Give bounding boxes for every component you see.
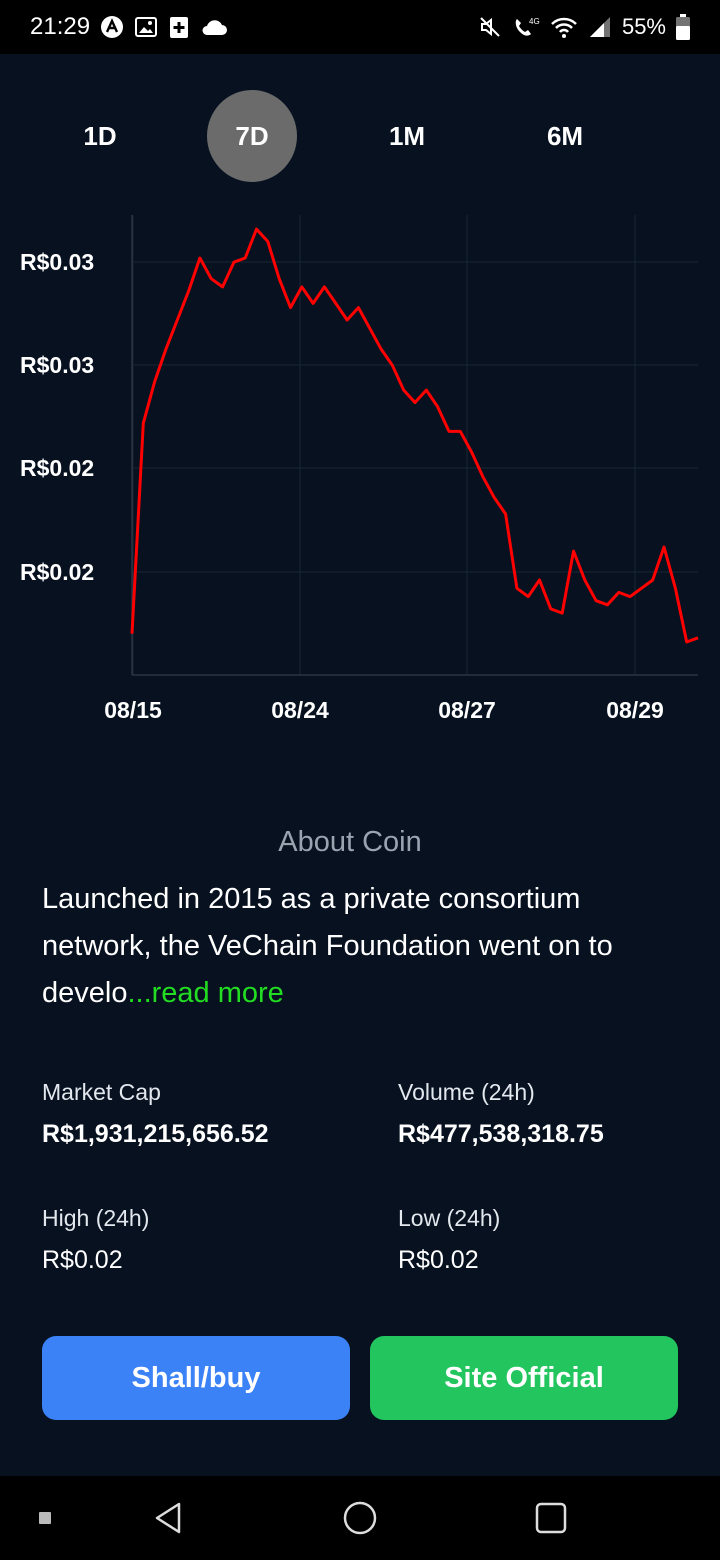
nav-menu-button[interactable] [5, 1476, 85, 1560]
autonomous-icon [101, 16, 123, 38]
back-triangle-icon [155, 1502, 181, 1534]
stat-value: R$477,538,318.75 [398, 1120, 604, 1148]
volte-icon: 4G [515, 17, 540, 36]
chart-x-tick-labels: 08/15 08/24 08/27 08/29 [104, 697, 664, 723]
x-tick-label: 08/24 [271, 697, 329, 723]
mute-icon [480, 17, 500, 37]
tab-1d[interactable]: 1D [55, 90, 145, 182]
stat-value: R$0.02 [42, 1246, 123, 1274]
read-more-link[interactable]: ...read more [127, 977, 284, 1009]
y-tick-label: R$0.02 [20, 559, 94, 585]
signal-icon [589, 17, 610, 37]
about-description: Launched in 2015 as a private consortium… [42, 876, 682, 1017]
tab-label: 6M [546, 120, 584, 151]
stat-label: Low (24h) [398, 1205, 501, 1231]
tab-label: 1D [83, 120, 117, 151]
x-tick-label: 08/29 [606, 697, 664, 723]
about-text: Launched in 2015 as a private consortium… [42, 883, 613, 1009]
time-range-tabs: 1D 7D 1M 6M [0, 90, 720, 182]
tab-6m[interactable]: 6M [520, 90, 610, 182]
stat-high: High (24h) R$0.02 [42, 1203, 362, 1277]
cloud-icon [202, 20, 227, 35]
svg-text:4G: 4G [529, 17, 540, 26]
stat-value: R$0.02 [398, 1246, 479, 1274]
stat-value: R$1,931,215,656.52 [42, 1120, 269, 1148]
medical-icon [170, 17, 188, 38]
y-tick-label: R$0.03 [20, 249, 94, 275]
tab-7d[interactable]: 7D [207, 90, 297, 182]
recents-square-icon [535, 1502, 567, 1534]
tab-label: 1M [388, 120, 426, 151]
wifi-icon [551, 17, 577, 38]
y-tick-label: R$0.02 [20, 455, 94, 481]
price-line [130, 227, 699, 644]
nav-back-button[interactable] [128, 1476, 208, 1560]
chart-axes [131, 215, 698, 676]
stat-label: Market Cap [42, 1079, 161, 1105]
tab-label: 7D [235, 120, 269, 151]
status-bar: 21:29 [0, 0, 720, 54]
price-chart[interactable]: R$0.03 R$0.03 R$0.02 R$0.02 08/15 08/24 08/27… [0, 200, 720, 740]
image-icon [135, 17, 157, 37]
about-title: About Coin [278, 826, 422, 858]
official-site-button[interactable]: Site Official [370, 1336, 678, 1420]
square-dot-icon [39, 1512, 51, 1524]
stat-label: High (24h) [42, 1205, 150, 1231]
buy-button[interactable]: Shall/buy [42, 1336, 350, 1420]
stat-volume: Volume (24h) R$477,538,318.75 [398, 1077, 718, 1151]
chart-y-tick-labels: R$0.03 R$0.03 R$0.02 R$0.02 [20, 249, 94, 585]
stat-low: Low (24h) R$0.02 [398, 1203, 718, 1277]
y-tick-label: R$0.03 [20, 352, 94, 378]
status-left-icons [100, 12, 228, 42]
status-time: 21:29 [30, 13, 91, 40]
stat-label: Volume (24h) [398, 1079, 535, 1105]
stat-market-cap: Market Cap R$1,931,215,656.52 [42, 1077, 362, 1151]
battery-percent: 55% [621, 14, 666, 39]
x-tick-label: 08/27 [438, 697, 496, 723]
status-right-icons: 4G 55% [478, 12, 690, 42]
tab-1m[interactable]: 1M [362, 90, 452, 182]
battery-icon [676, 14, 690, 40]
system-nav-bar [0, 1476, 720, 1560]
x-tick-label: 08/15 [104, 697, 162, 723]
nav-home-button[interactable] [320, 1476, 400, 1560]
nav-recents-button[interactable] [511, 1476, 591, 1560]
home-circle-icon [343, 1501, 377, 1535]
